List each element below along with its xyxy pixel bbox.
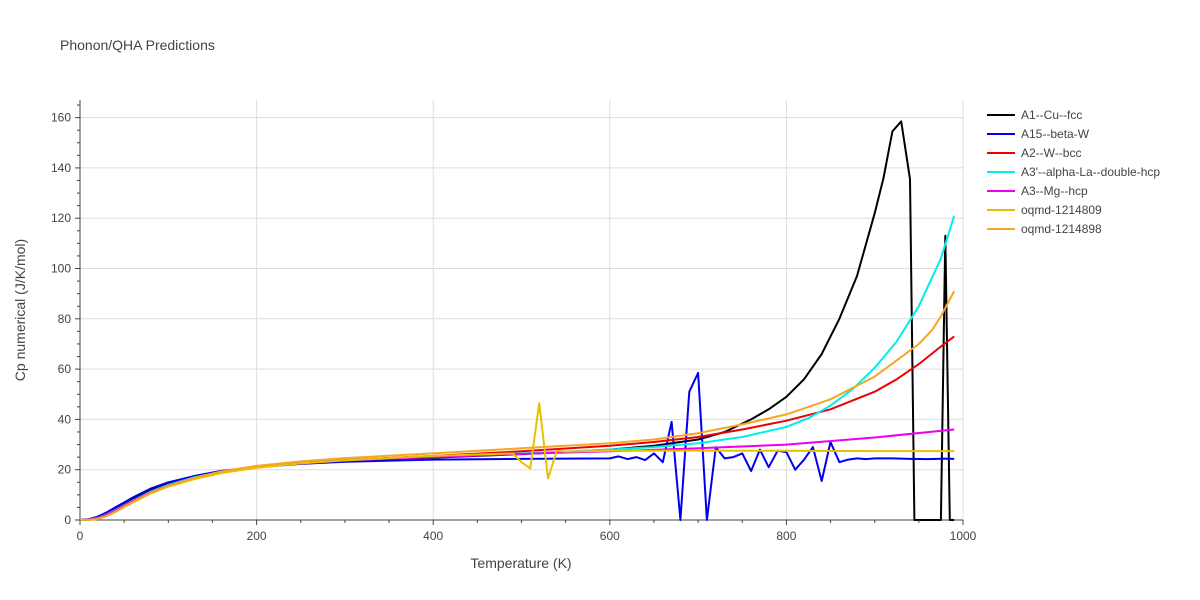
- ticks: 0 200 400 600 800 1000 0 20 40 60 80 100 120 140 160: [51, 104, 977, 543]
- x-axis-title: Temperature (K): [470, 555, 571, 571]
- y-tick-label: 120: [51, 211, 71, 225]
- legend-item-0[interactable]: A1--Cu--fcc: [987, 108, 1082, 122]
- x-tick-label: 1000: [950, 529, 977, 543]
- x-tick-label: 600: [600, 529, 620, 543]
- y-tick-label: 40: [58, 412, 72, 426]
- series-line-6: [80, 290, 956, 521]
- x-tick-label: 200: [247, 529, 267, 543]
- y-tick-label: 160: [51, 111, 71, 125]
- legend-item-6[interactable]: oqmd-1214898: [987, 222, 1102, 236]
- legend-label: A3'--alpha-La--double-hcp: [1021, 165, 1160, 179]
- legend-item-4[interactable]: A3--Mg--hcp: [987, 184, 1088, 198]
- series-line-2: [80, 335, 955, 521]
- legend-label: A2--W--bcc: [1021, 146, 1081, 160]
- legend-label: oqmd-1214898: [1021, 222, 1102, 236]
- y-tick-label: 140: [51, 161, 71, 175]
- legend[interactable]: A1--Cu--fcc A15--beta-W A2--W--bcc A3'--alp…: [987, 108, 1160, 236]
- legend-label: oqmd-1214809: [1021, 203, 1102, 217]
- grid: [80, 100, 964, 520]
- x-tick-label: 0: [77, 529, 84, 543]
- legend-item-5[interactable]: oqmd-1214809: [987, 203, 1102, 217]
- y-tick-label: 60: [58, 362, 72, 376]
- y-tick-label: 20: [58, 463, 72, 477]
- legend-item-3[interactable]: A3'--alpha-La--double-hcp: [987, 165, 1160, 179]
- chart-title: Phonon/QHA Predictions: [60, 37, 215, 53]
- legend-label: A1--Cu--fcc: [1021, 108, 1082, 122]
- plot-area: [80, 120, 956, 521]
- x-tick-label: 800: [776, 529, 796, 543]
- legend-item-2[interactable]: A2--W--bcc: [987, 146, 1081, 160]
- x-tick-label: 400: [423, 529, 443, 543]
- y-tick-label: 0: [64, 513, 71, 527]
- legend-label: A3--Mg--hcp: [1021, 184, 1088, 198]
- y-tick-label: 100: [51, 262, 71, 276]
- legend-item-1[interactable]: A15--beta-W: [987, 127, 1090, 141]
- series-line-5: [80, 402, 955, 521]
- series-line-1: [80, 371, 955, 521]
- y-tick-label: 80: [58, 312, 72, 326]
- series-line-0: [80, 120, 955, 521]
- legend-label: A15--beta-W: [1021, 127, 1090, 141]
- y-axis-title: Cp numerical (J/K/mol): [12, 239, 28, 381]
- axes: [79, 100, 963, 521]
